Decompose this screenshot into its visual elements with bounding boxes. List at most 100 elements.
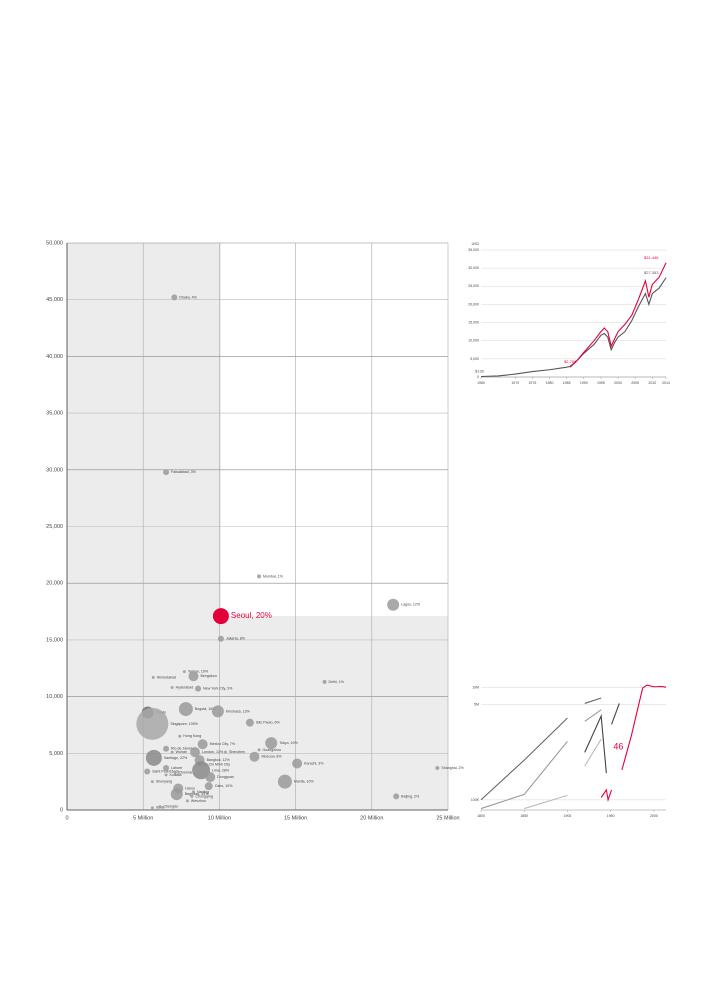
point-label: Santiago, 22% <box>164 756 188 760</box>
y-tick-label: 100K <box>471 798 480 802</box>
bubble <box>150 806 154 810</box>
y-tick-label: 5,000 <box>470 357 479 361</box>
point-label: Kolkata <box>170 773 182 777</box>
point-label: Ho Chi Minh City <box>203 763 230 767</box>
x-tick-label: 1960 <box>477 381 485 385</box>
y-tick-label: 45,000 <box>46 297 63 303</box>
bubble <box>435 766 440 771</box>
x-tick-label: 2000 <box>650 814 658 818</box>
point-label: Chennai <box>179 771 193 775</box>
bubble <box>170 686 174 690</box>
point-label: New York City, 3% <box>203 687 233 691</box>
y-tick-label: 10M <box>472 685 479 689</box>
y-tick-label: 0 <box>477 375 479 379</box>
point-label: Cairo, 10% <box>215 784 234 788</box>
point-label: Nanjing <box>197 790 209 794</box>
bubble <box>191 790 195 794</box>
point-label: Tehran, 10% <box>188 670 209 674</box>
point-label: Dhaka, 4% <box>179 295 197 299</box>
point-label: Mexico City, 7% <box>210 742 236 746</box>
x-tick-label: 1980 <box>546 381 554 385</box>
point-label: Hanoi <box>185 786 195 790</box>
bubble <box>322 679 327 684</box>
bubble <box>277 774 292 789</box>
bubble <box>223 750 227 754</box>
line <box>600 684 667 803</box>
point-label: Shenyang <box>156 780 172 784</box>
point-label: Shenzhen <box>229 750 245 754</box>
line <box>481 691 666 808</box>
point-label: Bengaluru <box>200 674 216 678</box>
x-tick-label: 1900 <box>564 814 572 818</box>
x-tick-label: 2010 <box>648 381 656 385</box>
bubble <box>145 749 162 766</box>
line <box>585 689 666 773</box>
bubble <box>163 469 170 476</box>
bubble <box>163 745 170 752</box>
bubble <box>151 675 155 679</box>
x-tick-label: 25 Million <box>436 815 459 821</box>
annotation: $136 <box>475 369 485 374</box>
y-tick-label: 30,000 <box>468 266 479 270</box>
point-label: Delhi, 1% <box>329 680 345 684</box>
bubble <box>257 748 261 752</box>
bubble <box>393 793 400 800</box>
bubble <box>178 734 182 738</box>
bubble <box>170 750 174 754</box>
point-label: Hong Kong <box>183 734 201 738</box>
point-label: Wuhan <box>176 750 187 754</box>
x-tick-label: 1990 <box>580 381 588 385</box>
y-tick-label: 35,000 <box>46 411 63 417</box>
bubble <box>205 772 216 783</box>
bubble <box>185 799 189 803</box>
point-label: Manila, 10% <box>294 780 315 784</box>
bubble <box>164 773 168 777</box>
annotation: 46 <box>613 742 623 752</box>
bubble <box>188 671 199 682</box>
x-tick-label: 1800 <box>477 814 485 818</box>
point-label: Guangzhou <box>263 748 282 752</box>
point-label: Ahmedabad <box>157 675 176 679</box>
x-tick-label: 20 Million <box>360 815 383 821</box>
bubble <box>292 758 303 769</box>
bubble <box>178 702 193 717</box>
point-label: Kinshasa, 13% <box>226 709 251 713</box>
bubble <box>245 718 254 727</box>
y-tick-label: 10,000 <box>468 339 479 343</box>
bubble <box>170 788 183 801</box>
point-label: São Paulo, 6% <box>256 721 281 725</box>
point-label: Lima, 28% <box>212 768 230 772</box>
point-label: Rio de Janeiro <box>171 747 194 751</box>
y-tick-label: 40,000 <box>46 354 63 360</box>
bubble <box>173 771 177 775</box>
bubble <box>144 768 151 775</box>
point-label: Lagos, 12% <box>401 603 421 607</box>
x-tick-label: 1975 <box>528 381 536 385</box>
y-tick-label: 15,000 <box>468 320 479 324</box>
bubble <box>190 794 194 798</box>
x-tick-label: 15 Million <box>284 815 307 821</box>
y-tick-label: 35,000 <box>468 248 479 252</box>
x-tick-label: 1950 <box>607 814 615 818</box>
x-tick-label: 1985 <box>563 381 571 385</box>
bubble <box>195 685 202 692</box>
y-tick-label: 5M <box>474 702 479 706</box>
y-tick-label: 20,000 <box>468 302 479 306</box>
bubble <box>265 737 278 750</box>
annotation: $27,353 <box>644 270 659 275</box>
point-label: Tokyo, 10% <box>279 741 298 745</box>
bubble <box>387 598 400 611</box>
point-label: Moscow, 8% <box>261 755 282 759</box>
bubble <box>217 635 224 642</box>
y-tick-label: 5,000 <box>49 751 63 757</box>
bubble <box>211 705 224 718</box>
x-tick-label: 2000 <box>614 381 622 385</box>
point-label: Beijing, 2% <box>401 794 420 798</box>
y-tick-label: 15,000 <box>46 637 63 643</box>
line <box>569 262 667 368</box>
bubble <box>192 761 211 780</box>
line <box>524 693 666 809</box>
point-label: Saint Petersburg <box>152 769 179 773</box>
bubble <box>249 751 260 762</box>
